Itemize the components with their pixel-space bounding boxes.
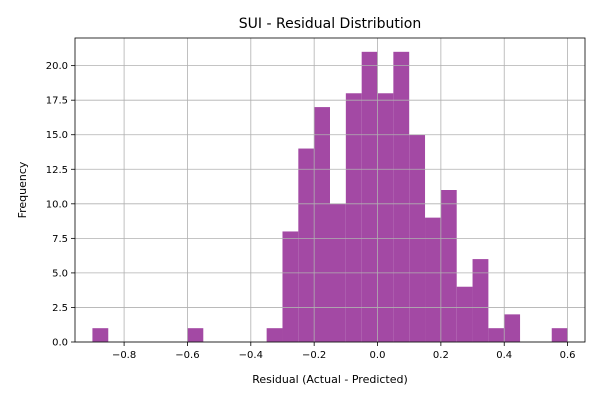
histogram-bar bbox=[314, 107, 330, 342]
histogram-bar bbox=[488, 328, 505, 342]
y-tick-label: 5.0 bbox=[52, 268, 68, 279]
y-axis-title: Frequency bbox=[16, 161, 29, 218]
x-tick-label: −0.6 bbox=[175, 350, 199, 361]
plot-frame bbox=[74, 37, 586, 343]
x-tick-label: 0.6 bbox=[560, 350, 576, 361]
histogram-bar bbox=[551, 328, 568, 342]
x-tick-label: −0.8 bbox=[112, 350, 136, 361]
axes-layer bbox=[74, 37, 586, 343]
bars-layer bbox=[92, 51, 568, 343]
chart-title: SUI - Residual Distribution bbox=[239, 16, 421, 32]
histogram-bar bbox=[393, 51, 410, 343]
x-axis-title: Residual (Actual - Predicted) bbox=[252, 373, 408, 386]
histogram-bar bbox=[504, 314, 521, 342]
histogram-bar bbox=[425, 217, 441, 342]
histogram-bar bbox=[345, 93, 362, 342]
y-tick-label: 20.0 bbox=[46, 61, 68, 72]
y-tick-label: 12.5 bbox=[46, 165, 68, 176]
histogram-bar bbox=[266, 328, 283, 342]
x-tick-label: 0.0 bbox=[370, 350, 386, 361]
y-tick-label: 17.5 bbox=[46, 96, 68, 107]
histogram-bar bbox=[456, 286, 473, 342]
histogram-bar bbox=[440, 190, 457, 342]
y-tick-label: 15.0 bbox=[46, 130, 68, 141]
histogram-bar bbox=[361, 51, 378, 343]
x-tick-label: −0.4 bbox=[239, 350, 263, 361]
y-tick-label: 0.0 bbox=[52, 338, 68, 349]
x-tick-label: 0.4 bbox=[496, 350, 512, 361]
x-tick-label: 0.2 bbox=[433, 350, 449, 361]
histogram-bar bbox=[472, 259, 489, 342]
y-tick-label: 10.0 bbox=[46, 199, 68, 210]
histogram-bar bbox=[377, 93, 394, 342]
x-tick-label: −0.2 bbox=[302, 350, 326, 361]
histogram-bar bbox=[282, 231, 299, 342]
histogram-bar bbox=[298, 148, 315, 342]
y-tick-label: 7.5 bbox=[52, 234, 68, 245]
histogram-bar bbox=[92, 328, 109, 342]
ticks-layer: −0.8 −0.6 −0.4 −0.2 0.0 0.2 0.4 0.6 0.0 2.5 5.0 7.5… bbox=[46, 61, 576, 361]
histogram-bar bbox=[187, 328, 204, 342]
y-tick-label: 2.5 bbox=[52, 303, 68, 314]
